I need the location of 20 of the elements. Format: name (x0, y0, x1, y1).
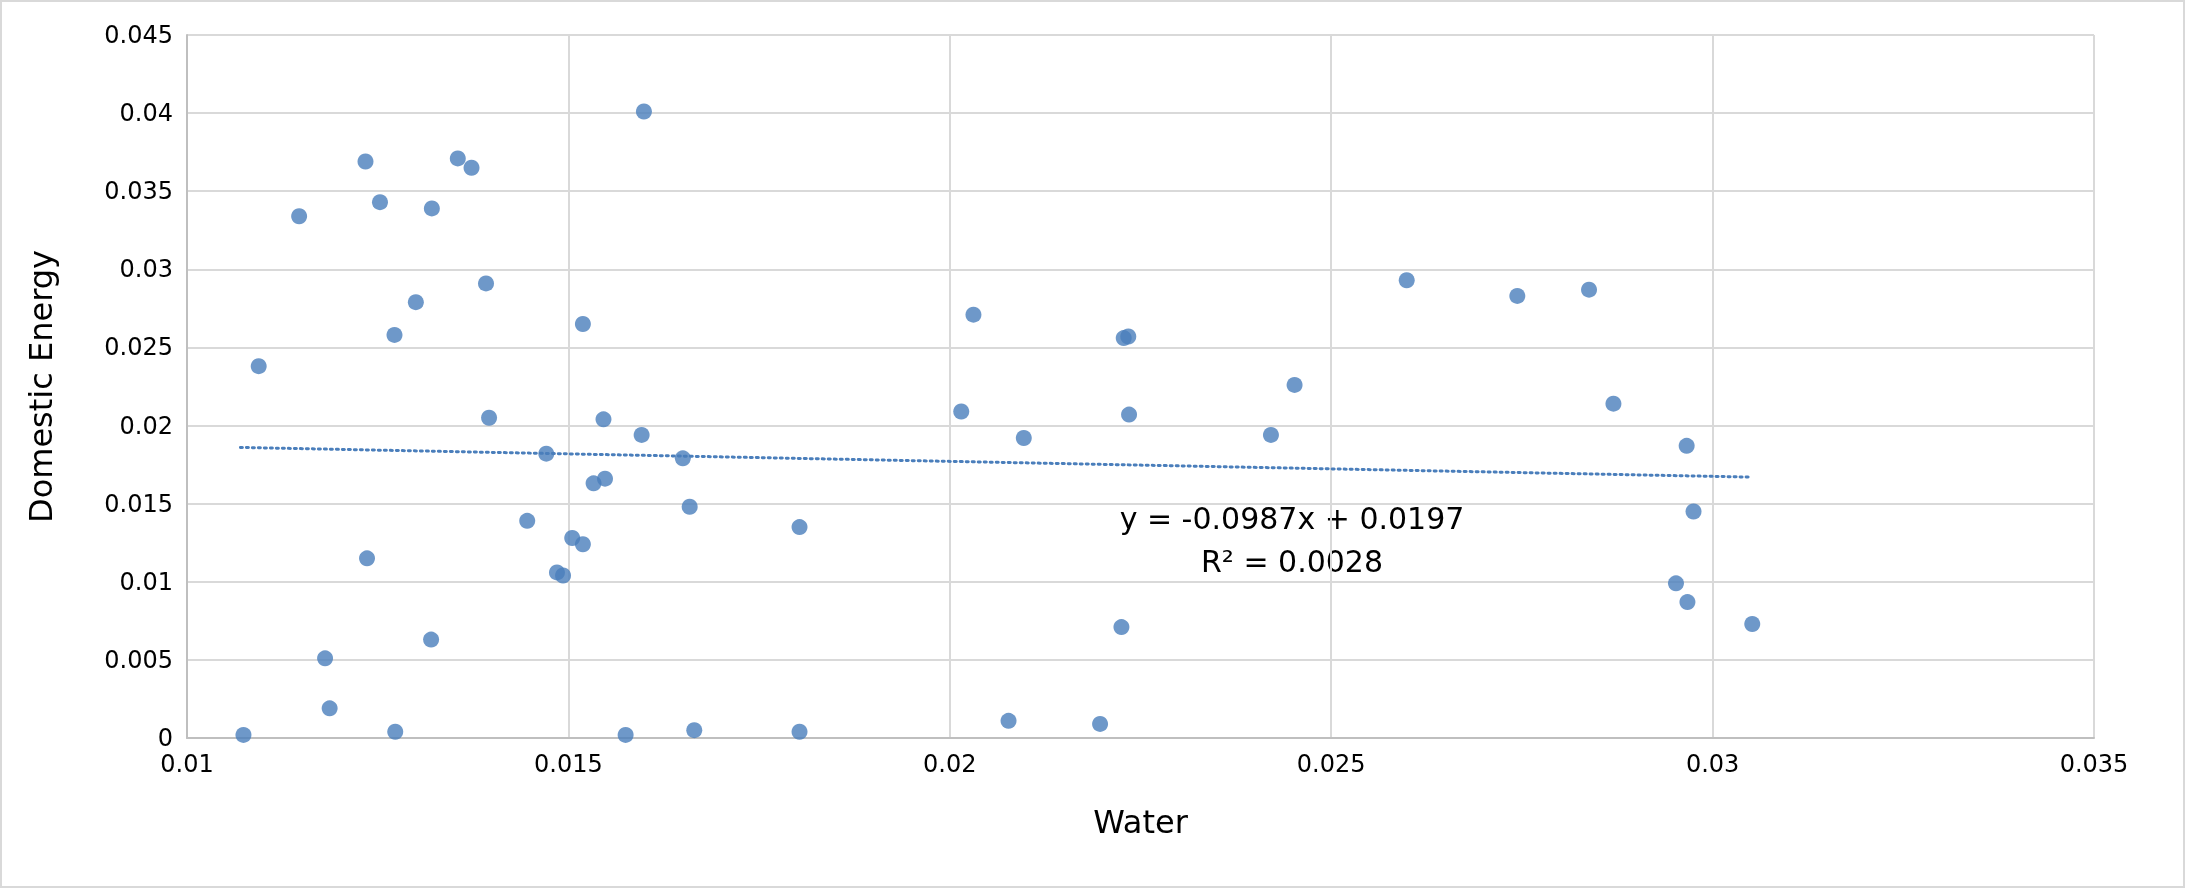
y-tick-label: 0.045 (104, 21, 173, 49)
y-axis-title: Domestic Energy (22, 250, 60, 523)
annotation: R² = 0.0028 (1200, 543, 1384, 579)
x-tick-label: 0.02 (923, 750, 977, 778)
annotation: y = -0.0987x + 0.0197 (1119, 500, 1465, 536)
x-tick-label: 0.035 (2059, 750, 2129, 778)
y-tick-label: 0.015 (104, 489, 173, 518)
y-tick-label: 0.025 (104, 333, 173, 362)
y-tick-label: 0.01 (119, 567, 173, 596)
y-tick-label: 0 (157, 724, 173, 752)
x-tick-label: 0.03 (1685, 750, 1740, 778)
y-tick-label: 0.035 (104, 177, 173, 206)
y-tick-label: 0.03 (119, 255, 173, 284)
x-tick-label: 0.01 (160, 750, 214, 778)
x-axis-title: Water (1093, 803, 1189, 841)
y-tick-label: 0.005 (104, 645, 173, 674)
y-tick-label: 0.04 (119, 99, 173, 128)
x-tick-label: 0.025 (1296, 750, 1366, 778)
x-tick-label: 0.015 (534, 750, 603, 778)
y-tick-label: 0.02 (119, 411, 173, 440)
